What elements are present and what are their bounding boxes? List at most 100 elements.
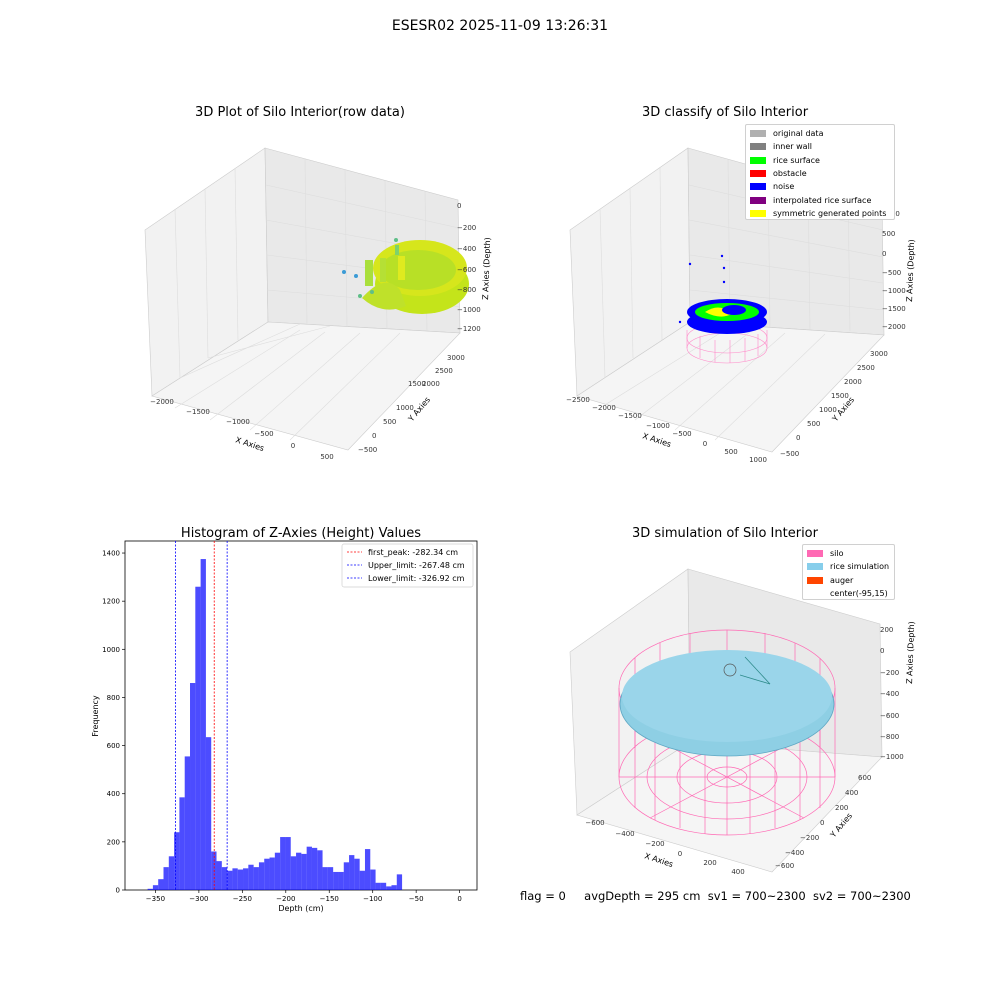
svg-text:−500: −500 bbox=[254, 430, 273, 438]
raw-point-cloud bbox=[342, 238, 469, 314]
svg-text:400: 400 bbox=[731, 868, 744, 876]
histogram-bar bbox=[338, 871, 344, 890]
histogram-y-tick-label: 1200 bbox=[102, 598, 120, 606]
simulation-rice-surface bbox=[619, 650, 835, 757]
histogram-bar bbox=[243, 868, 249, 890]
classify-legend-item: rice surface bbox=[746, 154, 894, 167]
histogram-bar bbox=[248, 864, 254, 890]
histogram-bar bbox=[290, 856, 297, 890]
svg-text:−200: −200 bbox=[800, 834, 819, 842]
svg-text:0: 0 bbox=[703, 440, 707, 448]
classify-legend-item: symmetric generated points bbox=[746, 207, 894, 220]
svg-text:500: 500 bbox=[882, 230, 895, 238]
raw-x-ticks: −2000 −1500 −1000 −500 0 500 bbox=[150, 398, 334, 461]
svg-text:−1500: −1500 bbox=[882, 305, 906, 313]
histogram-x-label: Depth (cm) bbox=[278, 904, 323, 913]
svg-text:1500: 1500 bbox=[408, 380, 426, 388]
histogram-x-tick-label: −50 bbox=[409, 895, 424, 903]
histogram-bars bbox=[147, 559, 403, 890]
svg-text:−1200: −1200 bbox=[457, 325, 481, 333]
svg-text:−1000: −1000 bbox=[646, 422, 670, 430]
simulation-3d-panel: 3D simulation of Silo Interior −600 −400… bbox=[569, 526, 916, 876]
simulation-legend: silo rice simulation auger center(-95,15) bbox=[802, 544, 895, 600]
svg-text:−2000: −2000 bbox=[592, 404, 616, 412]
svg-text:−1000: −1000 bbox=[457, 306, 481, 314]
histogram-bar bbox=[343, 862, 350, 890]
svg-text:−1500: −1500 bbox=[618, 412, 642, 420]
histogram-x-ticks: −350 −300 −250 −200 −150 −100 −50 0 bbox=[146, 890, 462, 903]
simulation-legend-label: rice simulation bbox=[830, 562, 890, 572]
histogram-y-tick-label: 1400 bbox=[102, 550, 120, 558]
classify-legend-swatch bbox=[750, 170, 766, 178]
histogram-bar bbox=[301, 853, 307, 890]
histogram-title: Histogram of Z-Axies (Height) Values bbox=[181, 526, 421, 541]
classify-legend-item: original data bbox=[746, 127, 894, 140]
svg-text:0: 0 bbox=[372, 432, 376, 440]
classify-point-cloud bbox=[678, 254, 767, 334]
svg-text:−500: −500 bbox=[882, 269, 901, 277]
raw-panel-title: 3D Plot of Silo Interior(row data) bbox=[195, 105, 405, 120]
simulation-x-label: X Axies bbox=[643, 851, 674, 869]
histogram-bar bbox=[375, 882, 381, 890]
classify-legend-item: interpolated rice surface bbox=[746, 193, 894, 206]
classify-legend-item: noise bbox=[746, 180, 894, 193]
svg-text:1000: 1000 bbox=[819, 406, 837, 414]
status-sv1: sv1 = 700~2300 bbox=[707, 889, 806, 903]
classify-legend-swatch bbox=[750, 130, 766, 138]
classify-x-label: X Axies bbox=[641, 431, 672, 449]
histogram-bar bbox=[190, 683, 196, 890]
classify-legend-label: inner wall bbox=[773, 142, 813, 152]
histogram-y-tick-label: 600 bbox=[107, 742, 120, 750]
simulation-legend-label: silo bbox=[830, 549, 844, 559]
histogram-bar bbox=[200, 559, 206, 890]
svg-text:−1000: −1000 bbox=[882, 287, 906, 295]
svg-text:−400: −400 bbox=[880, 690, 899, 698]
histogram-bar bbox=[391, 885, 397, 890]
histogram-bar bbox=[269, 857, 275, 890]
svg-text:3000: 3000 bbox=[870, 350, 888, 358]
histogram-bar bbox=[364, 849, 371, 890]
classify-legend-item: inner wall bbox=[746, 140, 894, 153]
simulation-legend-swatch bbox=[807, 590, 823, 598]
histogram-y-tick-label: 800 bbox=[107, 694, 120, 702]
simulation-legend-swatch bbox=[807, 563, 823, 571]
figure-suptitle: ESESR02 2025-11-09 13:26:31 bbox=[391, 18, 609, 34]
classify-z-label: Z Axies (Depth) bbox=[905, 239, 916, 302]
svg-text:200: 200 bbox=[835, 804, 848, 812]
histogram-bar bbox=[306, 846, 312, 890]
classify-legend-label: interpolated rice surface bbox=[773, 195, 872, 205]
simulation-legend-item: silo bbox=[803, 547, 894, 560]
raw-z-ticks: 0 −200 −400 −600 −800 −1000 −1200 bbox=[457, 202, 481, 333]
histogram-bar bbox=[333, 871, 339, 890]
simulation-legend-swatch bbox=[807, 576, 823, 584]
histogram-y-tick-label: 400 bbox=[107, 790, 120, 798]
classify-legend-swatch bbox=[750, 143, 766, 151]
histogram-bar bbox=[285, 837, 291, 890]
simulation-panel-title: 3D simulation of Silo Interior bbox=[632, 526, 819, 541]
histogram-bar bbox=[386, 886, 392, 890]
histogram-x-tick-label: 0 bbox=[457, 895, 461, 903]
svg-text:0: 0 bbox=[678, 850, 682, 858]
legend-lower-limit: Lower_limit: -326.92 cm bbox=[368, 574, 465, 583]
histogram-panel: Histogram of Z-Axies (Height) Values −35… bbox=[91, 526, 478, 913]
histogram-y-tick-label: 200 bbox=[107, 838, 120, 846]
svg-text:200: 200 bbox=[880, 626, 893, 634]
histogram-bar bbox=[349, 855, 355, 890]
histogram-legend: first_peak: -282.34 cm Upper_limit: -267… bbox=[341, 543, 474, 588]
svg-text:600: 600 bbox=[858, 774, 871, 782]
classify-3d-panel: 3D classify of Silo Interior −2500 −2000 bbox=[566, 105, 916, 464]
svg-text:−1000: −1000 bbox=[226, 418, 250, 426]
classify-legend-swatch bbox=[750, 209, 766, 217]
histogram-bar bbox=[174, 832, 180, 890]
svg-text:0: 0 bbox=[820, 819, 824, 827]
histogram-bar bbox=[258, 862, 265, 890]
simulation-legend-swatch bbox=[807, 550, 823, 558]
classify-legend-swatch bbox=[750, 156, 766, 164]
status-line: flag = 0 avgDepth = 295 cm sv1 = 700~230… bbox=[520, 889, 911, 903]
histogram-bar bbox=[147, 888, 153, 890]
svg-text:0: 0 bbox=[796, 434, 800, 442]
status-flag: flag = 0 bbox=[520, 889, 566, 903]
histogram-bar bbox=[232, 868, 238, 890]
svg-text:−200: −200 bbox=[645, 840, 664, 848]
histogram-y-tick-label: 0 bbox=[116, 887, 120, 895]
